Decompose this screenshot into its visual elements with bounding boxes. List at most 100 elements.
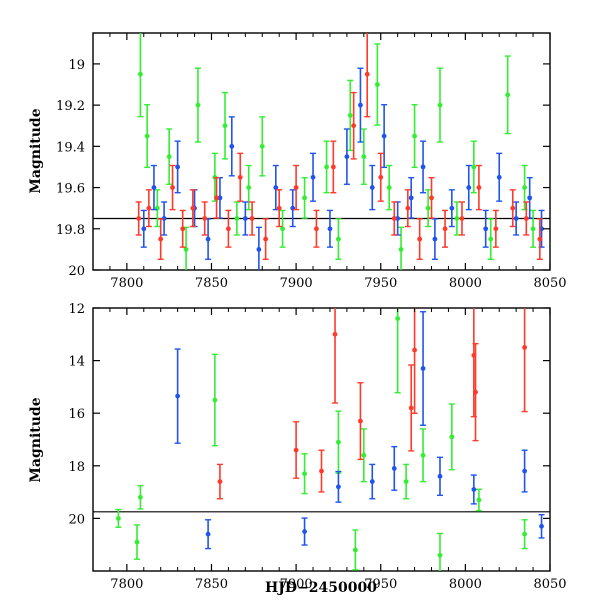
top-y-tick-label: 20 [68, 264, 85, 279]
top-axes: 7800 7850 7900 7950 8000 8050 19 19.2 19.4 19.6 19… [56, 33, 567, 291]
top-blue-point [513, 201, 520, 236]
top-red-point [509, 189, 516, 228]
top-green-point [259, 116, 266, 177]
top-red-point [169, 164, 176, 211]
bottom-green-point [436, 532, 443, 571]
top-red-point [157, 218, 164, 260]
top-red-point [492, 209, 499, 248]
bottom-blue-point [420, 311, 427, 426]
top-blue-point [482, 209, 489, 248]
bottom-blue-point [538, 513, 545, 539]
bottom-blue-point [470, 474, 477, 505]
bottom-green-point [521, 519, 528, 550]
top-green-point [194, 67, 201, 143]
top-blue-point [242, 201, 249, 236]
top-data-marks [93, 33, 550, 270]
top-blue-point [161, 201, 168, 236]
top-red-point [428, 176, 435, 219]
bottom-x-tick-label: 8000 [449, 577, 482, 592]
top-blue-point [174, 140, 181, 194]
bottom-plot-frame [92, 307, 551, 572]
top-y-tick-label: 19.6 [56, 182, 85, 197]
bottom-green-point [403, 463, 410, 500]
bottom-blue-point [521, 449, 528, 493]
bottom-red-point [472, 343, 479, 442]
top-blue-point [496, 152, 503, 202]
bottom-green-point [137, 485, 144, 510]
top-x-tick-label: 7950 [364, 276, 397, 291]
top-blue-point [420, 140, 427, 194]
bottom-x-tick-label: 7850 [195, 577, 228, 592]
bottom-x-axis-title: HJD−2450000 [265, 580, 377, 596]
bottom-red-point [293, 421, 300, 479]
top-green-point [222, 91, 229, 160]
top-green-point [436, 67, 443, 143]
top-green-point [386, 164, 393, 211]
top-blue-point [272, 164, 279, 211]
top-green-point [453, 201, 460, 236]
top-red-point [225, 209, 232, 248]
bottom-green-point [475, 488, 482, 512]
top-y-tick-label: 19.8 [56, 223, 85, 238]
top-x-tick-label: 8000 [449, 276, 482, 291]
top-green-point [470, 140, 477, 194]
bottom-blue-point [174, 348, 181, 444]
top-green-point [398, 226, 405, 270]
top-blue-point [448, 189, 455, 228]
bottom-green-point [394, 308, 401, 394]
top-green-point [374, 43, 381, 126]
top-y-tick-label: 19 [68, 58, 85, 73]
bottom-blue-point [369, 463, 376, 500]
bottom-red-point [521, 308, 528, 413]
top-blue-point [369, 164, 376, 211]
top-red-point [237, 152, 244, 202]
top-y-tick-label: 19.4 [56, 140, 85, 155]
bottom-y-tick-label: 16 [68, 407, 85, 422]
bottom-green-point [360, 428, 367, 483]
top-green-point [279, 209, 286, 248]
top-blue-point [228, 116, 235, 177]
bottom-data-marks [93, 308, 550, 571]
top-green-point [137, 33, 144, 118]
bottom-red-point [411, 308, 418, 414]
top-blue-point [431, 218, 438, 260]
top-red-point [145, 189, 152, 228]
top-green-point [504, 55, 511, 135]
top-x-tick-label: 7800 [110, 276, 143, 291]
top-red-point [416, 218, 423, 260]
top-red-point [276, 189, 283, 228]
top-red-point [201, 201, 208, 236]
top-blue-point [326, 209, 333, 248]
bottom-y-tick-label: 18 [68, 460, 85, 475]
top-y-tick-label: 19.2 [56, 99, 85, 114]
top-green-point [323, 140, 330, 194]
top-blue-point [381, 104, 388, 169]
top-red-point [391, 201, 398, 236]
bottom-x-tick-label: 8050 [533, 577, 566, 592]
top-green-point [183, 226, 190, 270]
bottom-green-point [420, 428, 427, 483]
top-green-point [245, 164, 252, 211]
bottom-red-point [332, 308, 339, 404]
bottom-red-point [318, 449, 325, 493]
top-green-point [487, 218, 494, 260]
top-blue-point [526, 176, 533, 219]
top-red-point [249, 201, 256, 236]
bottom-green-point [211, 353, 218, 447]
bottom-green-point [301, 453, 308, 495]
top-green-point [144, 104, 151, 169]
bottom-red-point [216, 463, 223, 500]
top-blue-point [408, 176, 415, 219]
top-red-point [330, 140, 337, 194]
bottom-red-point [408, 364, 415, 452]
top-red-point [313, 209, 320, 248]
top-green-point [335, 218, 342, 260]
bottom-y-tick-label: 12 [68, 302, 85, 317]
top-y-axis-title: Magnitude [28, 108, 44, 193]
bottom-red-point [357, 382, 364, 461]
top-red-point [475, 164, 482, 211]
top-red-point [293, 164, 300, 211]
top-red-point [458, 201, 465, 236]
bottom-green-point [115, 508, 122, 528]
